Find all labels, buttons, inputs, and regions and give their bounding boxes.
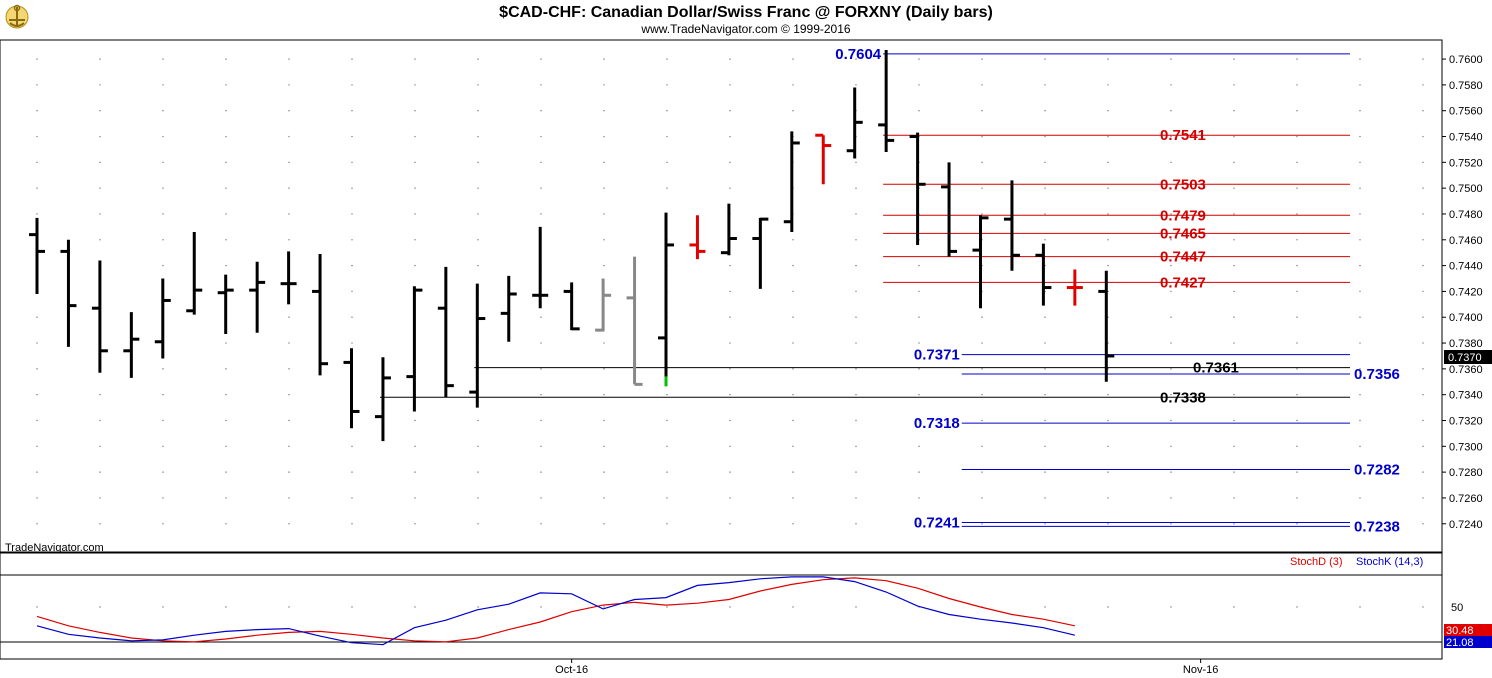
- stochd-last-label: 30.48: [1446, 625, 1474, 637]
- level-label: 0.7465: [1160, 225, 1206, 242]
- price-bars: [29, 50, 1115, 442]
- price-tick-label: 0.7340: [1449, 390, 1483, 402]
- ohlc-bar: [1035, 243, 1052, 306]
- grid-dots: [36, 58, 1424, 525]
- ohlc-bar: [878, 50, 895, 153]
- ohlc-bar: [689, 215, 706, 260]
- level-label: 0.7282: [1354, 462, 1400, 479]
- level-label: 0.7447: [1160, 249, 1206, 266]
- price-tick-label: 0.7520: [1449, 157, 1483, 169]
- ohlc-bar: [123, 312, 140, 378]
- price-tick-label: 0.7540: [1449, 132, 1483, 144]
- level-label: 0.7503: [1160, 176, 1206, 193]
- watermark: TradeNavigator.com: [5, 542, 104, 554]
- ohlc-bar: [941, 162, 958, 257]
- level-label: 0.7604: [835, 46, 882, 63]
- ohlc-bar: [29, 217, 45, 294]
- ohlc-bar: [91, 260, 108, 373]
- ohlc-bar: [909, 132, 926, 245]
- ohlc-bar: [217, 274, 234, 335]
- price-tick-label: 0.7400: [1449, 312, 1483, 324]
- ohlc-bar: [532, 226, 549, 309]
- stochd-legend: StochD (3): [1290, 556, 1343, 568]
- ohlc-bar: [1003, 180, 1020, 271]
- ohlc-bar: [846, 87, 863, 159]
- stochk-last-label: 21.08: [1446, 637, 1474, 649]
- price-tick-label: 0.7440: [1449, 261, 1483, 273]
- date-axis-labels: Oct-16 Nov-16: [555, 659, 1218, 676]
- ohlc-bar: [374, 357, 391, 442]
- stochk-legend: StochK (14,3): [1356, 556, 1423, 568]
- price-tick-label: 0.7360: [1449, 364, 1483, 376]
- last-price-label: 0.7370: [1448, 352, 1482, 364]
- stoch-tick-50: 50: [1451, 602, 1463, 614]
- price-tick-label: 0.7480: [1449, 209, 1483, 221]
- price-tick-label: 0.7380: [1449, 338, 1483, 350]
- ohlc-bar: [406, 286, 423, 412]
- ohlc-bar: [720, 203, 737, 256]
- stoch-panel: [0, 552, 1443, 660]
- ohlc-bar: [752, 217, 769, 289]
- price-tick-label: 0.7240: [1449, 519, 1483, 531]
- stochk-last-flag: 21.08: [1444, 636, 1492, 649]
- ohlc-bar: [1098, 270, 1115, 382]
- ohlc-bar: [972, 215, 989, 309]
- ohlc-bar: [626, 256, 643, 386]
- ohlc-bar: [249, 261, 266, 333]
- ohlc-bar: [1066, 269, 1083, 306]
- price-panel: [0, 39, 1443, 553]
- ohlc-bar: [154, 278, 171, 359]
- stochd-last-flag: 30.48: [1444, 624, 1492, 637]
- stoch-lines: [36, 576, 1075, 646]
- stochd-line: [36, 577, 1075, 643]
- price-axis-ticks: 0.7600 0.7580 0.7560 0.7540 0.7520 0.7500 0.74…: [1442, 54, 1483, 531]
- level-label: 0.7241: [914, 514, 960, 531]
- stochk-line: [36, 576, 1075, 646]
- ohlc-bar: [60, 239, 77, 347]
- price-tick-label: 0.7600: [1449, 54, 1483, 66]
- level-label: 0.7318: [914, 415, 960, 432]
- price-tick-label: 0.7580: [1449, 80, 1483, 92]
- price-tick-label: 0.7420: [1449, 286, 1483, 298]
- date-label: Nov-16: [1183, 664, 1218, 676]
- price-tick-label: 0.7560: [1449, 106, 1483, 118]
- ohlc-bar: [563, 282, 580, 331]
- ohlc-bar: [343, 348, 360, 429]
- ohlc-bar: [815, 133, 832, 185]
- level-label: 0.7541: [1160, 127, 1206, 144]
- ohlc-bar: [312, 253, 329, 376]
- level-label: 0.7238: [1354, 518, 1400, 535]
- ohlc-bar: [595, 278, 612, 332]
- ohlc-bar: [437, 266, 454, 398]
- price-tick-label: 0.7460: [1449, 235, 1483, 247]
- page-title: $CAD-CHF: Canadian Dollar/Swiss Franc @ …: [499, 4, 993, 21]
- level-label: 0.7371: [914, 347, 960, 364]
- ohlc-bar: [280, 251, 297, 305]
- ohlc-bar: [658, 212, 674, 387]
- level-label: 0.7356: [1354, 366, 1400, 383]
- date-label: Oct-16: [555, 664, 588, 676]
- price-tick-label: 0.7280: [1449, 467, 1483, 479]
- last-price-flag: 0.7370: [1444, 350, 1492, 364]
- ohlc-bar: [500, 275, 517, 342]
- price-tick-label: 0.7320: [1449, 416, 1483, 428]
- price-tick-label: 0.7500: [1449, 183, 1483, 195]
- price-tick-label: 0.7300: [1449, 441, 1483, 453]
- ohlc-bar: [783, 131, 800, 233]
- price-tick-label: 0.7260: [1449, 493, 1483, 505]
- ohlc-bar: [469, 283, 486, 408]
- ohlc-bar: [186, 232, 203, 315]
- level-label: 0.7338: [1160, 389, 1206, 406]
- page-subtitle: www.TradeNavigator.com © 1999-2016: [640, 22, 850, 36]
- level-label: 0.7479: [1160, 207, 1206, 224]
- level-label: 0.7427: [1160, 274, 1206, 291]
- level-label: 0.7361: [1193, 360, 1239, 377]
- tradenavigator-ship-wheel-logo: [5, 4, 29, 29]
